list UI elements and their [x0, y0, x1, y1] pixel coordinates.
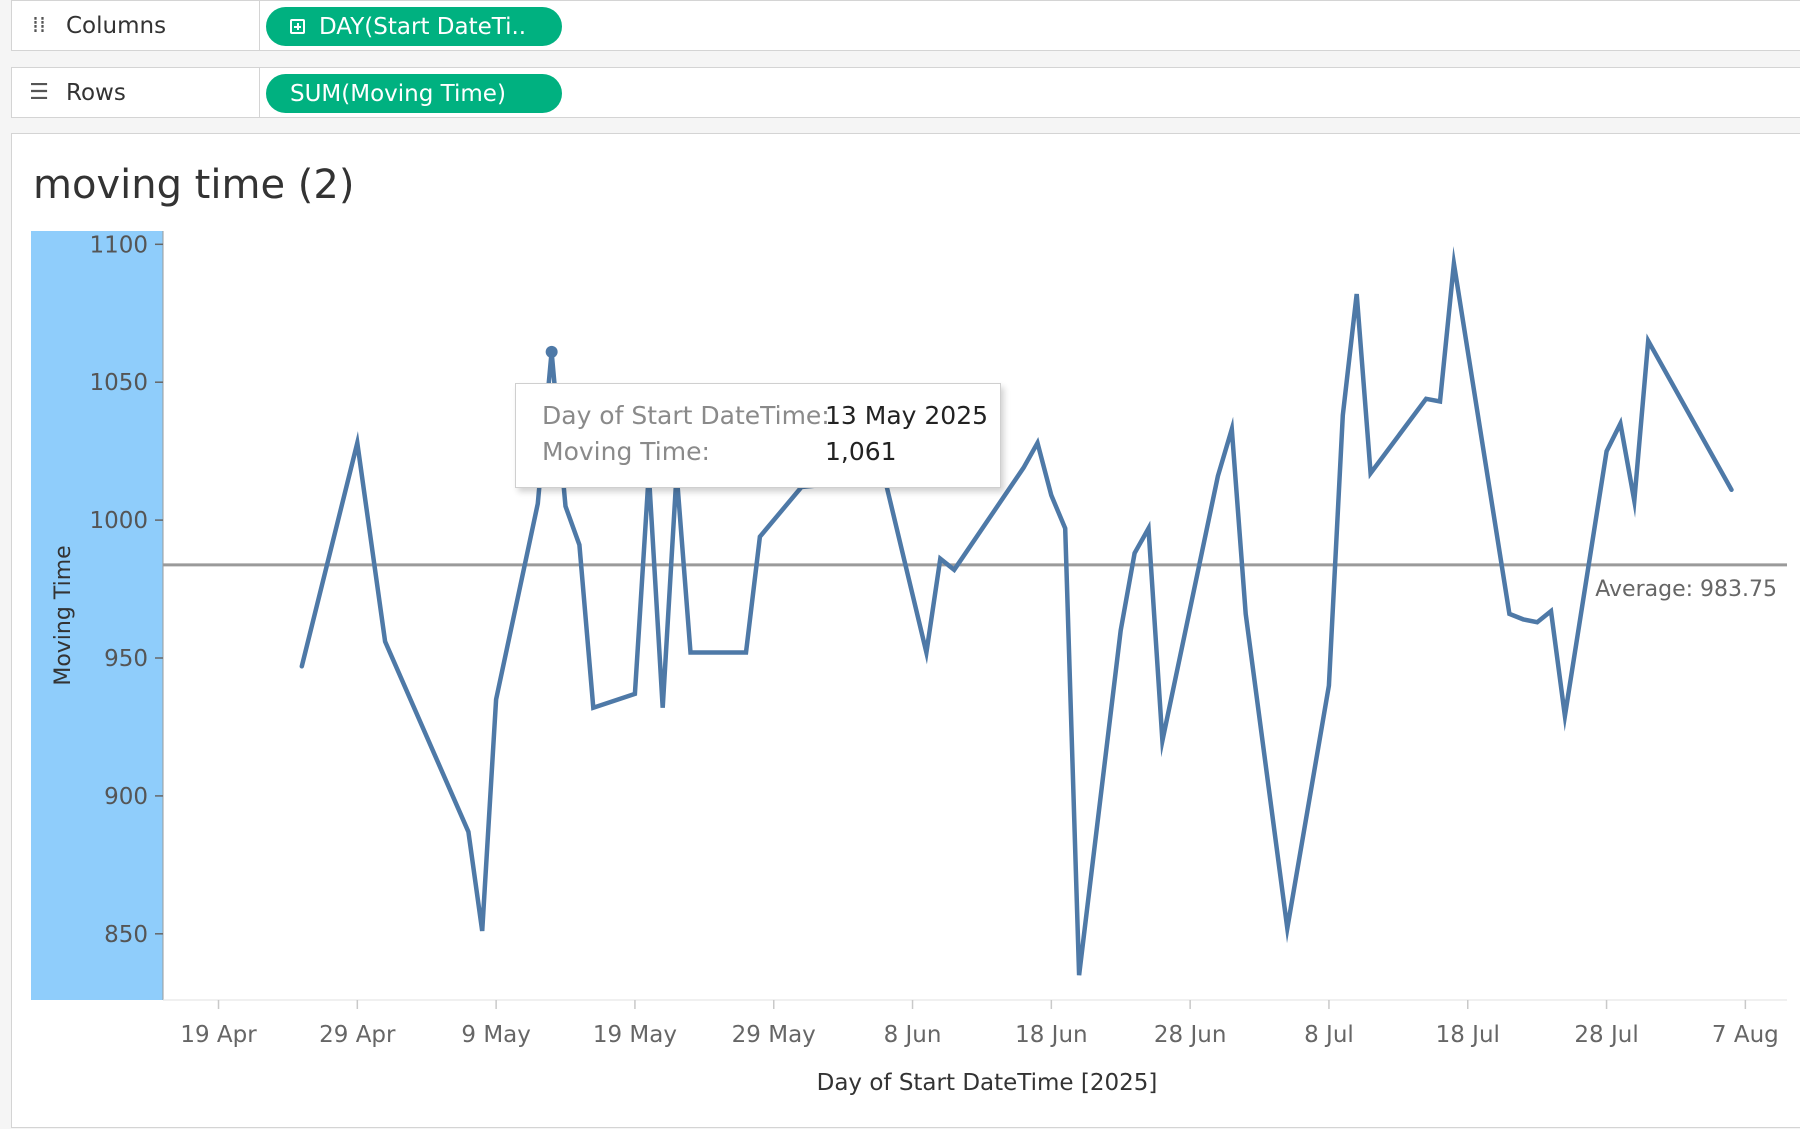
average-label: Average: 983.75 — [1595, 577, 1777, 602]
tooltip: Day of Start DateTime:13 May 2025 Moving… — [515, 383, 1001, 488]
x-tick-label: 19 May — [593, 1022, 677, 1048]
series-line — [299, 246, 1734, 976]
highlighted-point — [545, 345, 558, 358]
x-tick-label: 29 Apr — [319, 1022, 396, 1048]
x-tick-label: 28 Jul — [1574, 1022, 1638, 1048]
rows-shelf: ☰ Rows SUM(Moving Time) — [11, 67, 1800, 118]
tooltip-row-value: Moving Time: 1,061 — [542, 437, 897, 466]
x-tick-label: 29 May — [732, 1022, 816, 1048]
columns-pill[interactable]: DAY(Start DateTi.. — [266, 7, 562, 46]
tooltip-value-label: Moving Time: — [542, 437, 710, 466]
tooltip-value-value: 1,061 — [825, 437, 897, 466]
x-tick-label: 18 Jul — [1436, 1022, 1500, 1048]
columns-icon: ⁞⁞ — [32, 13, 46, 38]
rows-pill-text: SUM(Moving Time) — [290, 80, 506, 107]
line-chart: 850 900 950 1000 1050 1100 Moving Time 19 Apr 29… — [31, 231, 1787, 1096]
columns-pill-text: DAY(Start DateTi.. — [319, 13, 527, 40]
viz-pane: moving time (2) 850 900 950 1000 1050 1100 Mov… — [11, 133, 1800, 1128]
expand-plus-icon[interactable] — [290, 19, 305, 34]
rows-pill[interactable]: SUM(Moving Time) — [266, 74, 562, 113]
x-tick-label: 7 Aug — [1712, 1022, 1779, 1048]
chart-title: moving time (2) — [33, 162, 355, 208]
x-tick-label: 8 Jun — [884, 1022, 942, 1048]
y-tick-label: 1100 — [89, 232, 148, 258]
rows-shelf-label: ☰ Rows — [12, 68, 260, 117]
y-tick-label: 850 — [104, 922, 148, 948]
y-tick-label: 900 — [104, 784, 148, 810]
y-axis-title: Moving Time — [51, 545, 76, 685]
rows-label-text: Rows — [66, 79, 126, 106]
columns-shelf: ⁞⁞ Columns DAY(Start DateTi.. — [11, 0, 1800, 51]
x-axis-title: Day of Start DateTime [2025] — [817, 1070, 1158, 1096]
y-tick-label: 1050 — [89, 370, 148, 396]
tooltip-row-date: Day of Start DateTime:13 May 2025 — [542, 401, 988, 430]
columns-label-text: Columns — [66, 12, 167, 39]
x-tick-label: 28 Jun — [1154, 1022, 1227, 1048]
tooltip-date-value: 13 May 2025 — [825, 401, 989, 430]
columns-shelf-label: ⁞⁞ Columns — [12, 1, 260, 50]
x-tick-label: 19 Apr — [180, 1022, 257, 1048]
y-tick-label: 950 — [104, 646, 148, 672]
tooltip-date-label: Day of Start DateTime: — [542, 401, 830, 430]
y-axis-band — [31, 231, 163, 1000]
y-tick-label: 1000 — [89, 508, 148, 534]
x-tick-label: 8 Jul — [1304, 1022, 1354, 1048]
x-tick-label: 18 Jun — [1015, 1022, 1088, 1048]
x-tick-label: 9 May — [461, 1022, 531, 1048]
rows-icon: ☰ — [29, 80, 49, 105]
